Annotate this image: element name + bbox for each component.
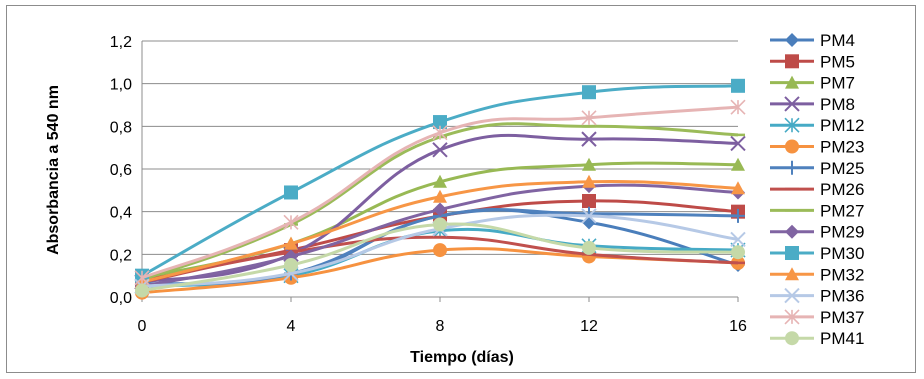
legend-label-pm7: PM7 [820, 74, 855, 93]
legend-marker-pm41 [785, 331, 799, 346]
legend-label-pm25: PM25 [820, 159, 864, 178]
legend-entry-pm30: PM30 [770, 244, 864, 263]
legend-label-pm30: PM30 [820, 244, 864, 263]
y-tick-label: 0,8 [110, 119, 132, 136]
data-point-pm8 [581, 131, 597, 147]
legend-entry-pm4: PM4 [770, 31, 855, 50]
legend-label-pm4: PM4 [820, 31, 855, 50]
legend-entry-pm27: PM27 [770, 201, 864, 220]
legend-label-pm41: PM41 [820, 329, 864, 348]
data-point-pm23 [433, 243, 447, 258]
legend-marker-pm5 [785, 54, 799, 69]
legend-label-pm23: PM23 [820, 138, 864, 157]
legend-label-pm8: PM8 [820, 95, 855, 114]
data-point-pm37 [730, 99, 746, 115]
data-point-pm41 [284, 258, 298, 272]
data-point-pm41 [582, 240, 596, 255]
legend-label-pm27: PM27 [820, 201, 864, 220]
data-point-pm5 [582, 194, 596, 208]
legend-marker-pm36 [784, 287, 800, 304]
data-point-pm36 [581, 208, 597, 224]
tick-labels: 0,0 0,2 0,4 0,6 0,8 1,0 1,2 0 4 8 12 16 [110, 34, 747, 335]
legend-marker-pm4 [785, 33, 799, 47]
data-point-pm41 [433, 217, 447, 232]
legend-marker-pm29 [785, 224, 799, 239]
legend-entry-pm36: PM36 [770, 287, 864, 306]
legend-marker-pm7 [785, 75, 799, 89]
legend-entry-pm37: PM37 [770, 308, 864, 327]
legend-marker-pm23 [785, 139, 799, 154]
legend: PM4 PM5 PM7 PM8 PM12 PM23 PM25 PM26 PM27 PM29 PM30… [770, 31, 864, 348]
legend-entry-pm7: PM7 [770, 74, 855, 93]
data-point-pm30 [582, 85, 596, 100]
y-tick-label: 1,0 [110, 77, 132, 94]
y-tick-label: 0,6 [110, 162, 132, 179]
series-layer [134, 78, 746, 300]
data-point-pm32 [582, 174, 596, 188]
legend-entry-pm25: PM25 [770, 159, 864, 178]
legend-label-pm32: PM32 [820, 265, 864, 284]
legend-marker-pm8 [784, 96, 800, 112]
legend-entry-pm41: PM41 [770, 329, 864, 348]
data-point-pm32 [284, 236, 298, 250]
x-tick-label: 0 [138, 318, 147, 335]
data-point-pm30 [433, 115, 447, 130]
legend-entry-pm32: PM32 [770, 265, 864, 284]
data-point-pm7 [433, 174, 447, 188]
legend-marker-pm37 [784, 309, 800, 325]
x-tick-label: 4 [287, 318, 296, 335]
legend-entry-pm23: PM23 [770, 138, 864, 157]
data-point-pm32 [433, 189, 447, 203]
legend-entry-pm12: PM12 [770, 116, 864, 135]
legend-marker-pm30 [785, 246, 799, 260]
data-point-pm37 [283, 214, 299, 230]
data-point-pm41 [135, 283, 149, 298]
legend-label-pm5: PM5 [820, 52, 855, 71]
legend-marker-pm12 [784, 117, 800, 133]
legend-marker-pm32 [785, 267, 799, 281]
data-point-pm30 [284, 185, 298, 200]
legend-entry-pm8: PM8 [770, 95, 855, 114]
legend-label-pm12: PM12 [820, 116, 864, 135]
y-tick-label: 0,0 [110, 290, 132, 307]
y-tick-label: 0,4 [110, 205, 132, 222]
legend-label-pm29: PM29 [820, 223, 864, 242]
x-tick-label: 8 [436, 318, 445, 335]
legend-marker-pm25 [785, 160, 799, 175]
data-point-pm37 [432, 125, 448, 141]
data-point-pm37 [134, 270, 150, 286]
y-tick-label: 1,2 [110, 34, 132, 51]
x-tick-label: 12 [580, 318, 598, 335]
data-point-pm25 [731, 208, 745, 223]
legend-entry-pm26: PM26 [770, 180, 864, 199]
data-point-pm8 [432, 142, 448, 158]
legend-label-pm26: PM26 [820, 180, 864, 199]
x-tick-label: 16 [729, 318, 747, 335]
data-point-pm30 [731, 78, 745, 93]
legend-entry-pm5: PM5 [770, 52, 855, 71]
data-point-pm7 [731, 157, 745, 171]
data-point-pm37 [581, 110, 597, 126]
data-point-pm25 [582, 206, 596, 221]
y-axis-title: Absorbancia a 540 nm [45, 85, 62, 255]
data-point-pm32 [731, 181, 745, 195]
data-point-pm41 [731, 245, 745, 260]
chart-frame [6, 5, 916, 373]
x-axis-title: Tiempo (días) [410, 349, 514, 366]
y-tick-label: 0,2 [110, 247, 132, 264]
legend-entry-pm29: PM29 [770, 223, 864, 242]
legend-label-pm36: PM36 [820, 287, 864, 306]
data-point-pm8 [730, 135, 746, 152]
data-point-pm7 [582, 157, 596, 171]
legend-label-pm37: PM37 [820, 308, 864, 327]
data-point-pm36 [730, 231, 746, 248]
data-point-pm29 [433, 202, 447, 217]
